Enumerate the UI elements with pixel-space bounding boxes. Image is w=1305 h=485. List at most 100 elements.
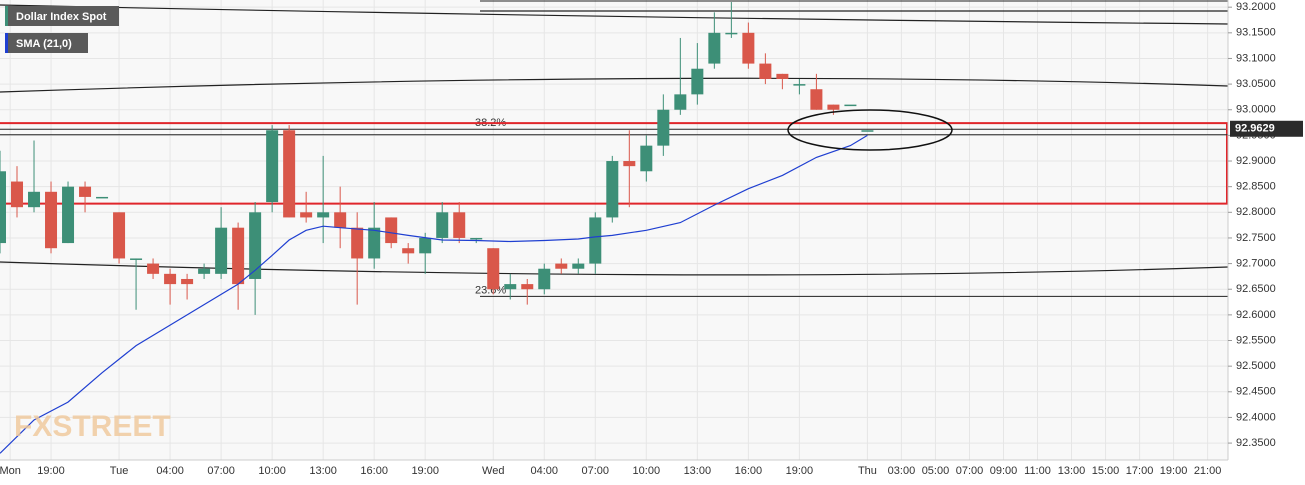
watermark: FXSTREET — [14, 410, 171, 443]
x-tick-label: 10:00 — [258, 465, 286, 477]
y-tick-label: 92.8500 — [1236, 181, 1276, 193]
y-tick-label: 92.3500 — [1236, 437, 1276, 449]
candle-body — [28, 191, 41, 208]
candle-body — [742, 32, 755, 64]
candle-body — [776, 73, 789, 79]
last-price-label: 92.9629 — [1235, 123, 1275, 135]
legend-title-box — [5, 6, 119, 26]
candle-body — [79, 186, 92, 197]
y-tick-label: 92.5500 — [1236, 334, 1276, 346]
candle-body — [249, 212, 262, 279]
candle-body — [419, 237, 432, 254]
candle-body — [436, 212, 449, 238]
candle-body — [317, 212, 330, 218]
x-tick-label: 04:00 — [156, 465, 184, 477]
y-tick-label: 93.2000 — [1236, 1, 1276, 13]
candle-body — [487, 248, 500, 290]
x-tick-label: 19:00 — [37, 465, 65, 477]
candle-body — [861, 130, 874, 132]
candle-body — [368, 227, 381, 259]
x-tick-label: 19:00 — [786, 465, 814, 477]
channel-top — [0, 4, 1229, 25]
highlight-ellipse — [787, 109, 953, 151]
candle-body — [402, 248, 415, 254]
y-tick-label: 92.4500 — [1236, 386, 1276, 398]
candle-body — [113, 212, 126, 259]
x-tick-label: 05:00 — [922, 465, 950, 477]
candle-body — [725, 32, 738, 35]
candle-body — [538, 268, 551, 290]
y-tick-label: 92.7000 — [1236, 257, 1276, 269]
channel-mid — [0, 77, 1229, 93]
x-tick-label: 17:00 — [1126, 465, 1154, 477]
candle-body — [266, 130, 279, 203]
x-tick-label: 09:00 — [990, 465, 1018, 477]
y-tick-label: 92.7500 — [1236, 232, 1276, 244]
x-tick-label: Mon — [0, 465, 21, 477]
candle-body — [198, 268, 211, 274]
candle-body — [793, 84, 806, 86]
legend-sma: SMA (21,0) — [16, 38, 72, 50]
legend-sma-box — [5, 33, 88, 53]
candle-body — [521, 284, 534, 290]
x-tick-label: 15:00 — [1092, 465, 1120, 477]
x-tick-label: 04:00 — [531, 465, 559, 477]
sma-line — [0, 134, 868, 454]
candle-body — [232, 227, 245, 285]
candle-body — [691, 68, 704, 95]
x-tick-label: 21:00 — [1194, 465, 1222, 477]
candle-body — [351, 227, 364, 259]
y-tick-label: 93.0500 — [1236, 78, 1276, 90]
plot-area — [0, 0, 1228, 460]
last-price-tag — [1230, 120, 1303, 137]
legend-title-swatch — [5, 6, 8, 26]
x-tick-label: 19:00 — [1160, 465, 1188, 477]
legend-title: Dollar Index Spot — [16, 11, 107, 23]
candle-body — [385, 217, 398, 244]
x-tick-label: Thu — [858, 465, 877, 477]
x-tick-label: 03:00 — [888, 465, 916, 477]
candle-body — [300, 212, 313, 218]
candle-body — [759, 63, 772, 79]
x-tick-label: 07:00 — [207, 465, 235, 477]
candle-body — [181, 278, 194, 285]
fib-label: 50.0% — [475, 0, 506, 1]
y-tick-label: 93.1500 — [1236, 27, 1276, 39]
candle-body — [708, 32, 721, 64]
x-tick-label: Wed — [482, 465, 504, 477]
candle-body — [45, 191, 58, 249]
y-tick-label: 92.6000 — [1236, 309, 1276, 321]
x-tick-label: 10:00 — [633, 465, 661, 477]
y-tick-label: 92.5000 — [1236, 360, 1276, 372]
x-tick-label: 16:00 — [360, 465, 388, 477]
grid — [0, 0, 1228, 460]
x-tick-label: Tue — [110, 465, 129, 477]
y-tick-label: 92.8000 — [1236, 206, 1276, 218]
candle-body — [504, 284, 517, 290]
x-tick-label: 11:00 — [1024, 465, 1051, 477]
x-tick-label: 07:00 — [956, 465, 984, 477]
x-tick-label: 19:00 — [411, 465, 439, 477]
y-tick-label: 93.0000 — [1236, 104, 1276, 116]
legend-sma-swatch — [5, 33, 8, 53]
candle-body — [62, 186, 75, 244]
candle-body — [555, 263, 568, 269]
candle-body — [589, 217, 602, 264]
y-tick-label: 93.1000 — [1236, 52, 1276, 64]
y-tick-label: 92.4000 — [1236, 411, 1276, 423]
candle-body — [844, 104, 857, 107]
y-tick-label: 92.6500 — [1236, 283, 1276, 295]
x-tick-label: 13:00 — [684, 465, 712, 477]
candle-body — [147, 263, 160, 274]
candle-body — [810, 89, 823, 110]
candle-body — [164, 273, 177, 285]
candle-body — [572, 263, 585, 269]
candle-body — [674, 94, 687, 110]
candle-body — [657, 109, 670, 146]
marks: 50.0%38.2%23.6% — [0, 0, 1228, 454]
x-tick-label: 13:00 — [309, 465, 337, 477]
candle-body — [334, 212, 347, 228]
candle-body — [640, 145, 653, 172]
candle-body — [0, 171, 6, 244]
